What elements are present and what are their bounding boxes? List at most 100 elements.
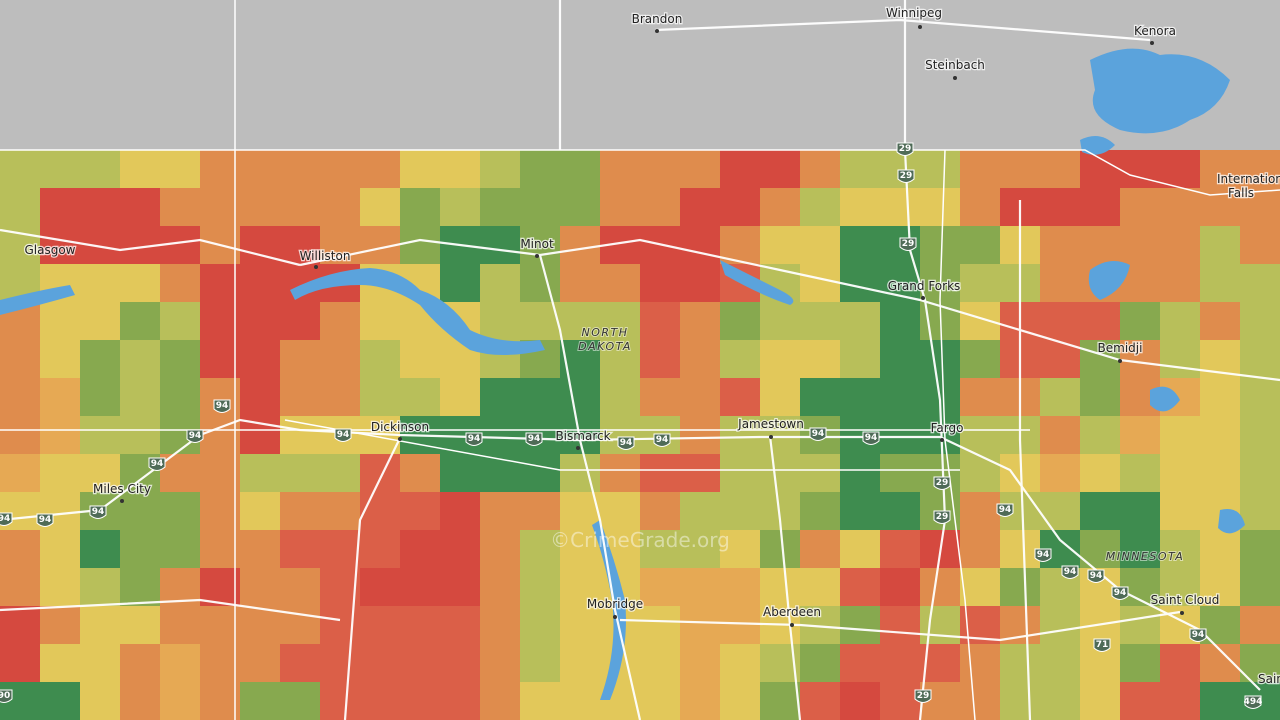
shield-shape <box>653 433 671 447</box>
county <box>640 682 681 720</box>
county <box>400 606 441 645</box>
county <box>680 226 721 265</box>
county <box>800 682 841 720</box>
county <box>200 188 241 227</box>
county <box>640 378 681 417</box>
county <box>800 568 841 607</box>
county <box>40 644 81 683</box>
county <box>800 530 841 569</box>
highway-shield: 94 <box>617 436 635 450</box>
county <box>1080 454 1121 493</box>
shield-shape <box>617 436 635 450</box>
shield-shape <box>996 503 1014 517</box>
highway-shield: 94 <box>809 427 827 441</box>
county <box>560 378 601 417</box>
county <box>320 150 361 189</box>
county <box>360 606 401 645</box>
city-dot <box>314 265 318 269</box>
highway-shield: 94 <box>996 503 1014 517</box>
highway-shield: 94 <box>36 513 54 527</box>
shield-shape <box>862 431 880 445</box>
county <box>640 454 681 493</box>
county <box>960 264 1001 303</box>
county <box>240 492 281 531</box>
county <box>520 606 561 645</box>
county <box>1000 644 1041 683</box>
county <box>240 188 281 227</box>
county <box>1000 568 1041 607</box>
county <box>880 492 921 531</box>
city-label: Minot <box>520 237 554 251</box>
county <box>440 454 481 493</box>
county <box>200 606 241 645</box>
county <box>400 340 441 379</box>
shield-shape <box>809 427 827 441</box>
county <box>200 492 241 531</box>
county <box>80 682 121 720</box>
county <box>360 378 401 417</box>
county <box>400 530 441 569</box>
shield-shape <box>1244 695 1262 709</box>
county <box>680 264 721 303</box>
highway-shield: 94 <box>1034 548 1052 562</box>
county <box>1080 302 1121 341</box>
county <box>760 416 801 455</box>
county <box>760 682 801 720</box>
shield-shape <box>1087 569 1105 583</box>
county <box>1080 682 1121 720</box>
county <box>320 340 361 379</box>
shield-number: 94 <box>92 507 105 517</box>
county <box>880 606 921 645</box>
county <box>640 302 681 341</box>
county <box>840 492 881 531</box>
shield-number: 94 <box>1090 571 1103 581</box>
counties <box>0 150 1280 720</box>
shield-number: 94 <box>1192 630 1205 640</box>
county <box>600 416 641 455</box>
city-label: Jamestown <box>737 417 804 431</box>
county <box>1120 454 1161 493</box>
county <box>440 568 481 607</box>
county <box>680 606 721 645</box>
highway-shield: 94 <box>89 505 107 519</box>
county <box>640 340 681 379</box>
county <box>720 150 761 189</box>
county <box>200 150 241 189</box>
county <box>600 454 641 493</box>
city-dot <box>918 25 922 29</box>
shield-number: 94 <box>1037 550 1050 560</box>
county <box>280 150 321 189</box>
county <box>120 416 161 455</box>
county <box>520 150 561 189</box>
county <box>280 454 321 493</box>
county <box>1160 226 1201 265</box>
region-label: DAKOTA <box>578 340 632 353</box>
county <box>720 568 761 607</box>
county <box>360 568 401 607</box>
county <box>920 568 961 607</box>
county <box>0 416 41 455</box>
county <box>280 530 321 569</box>
county <box>920 226 961 265</box>
county <box>960 188 1001 227</box>
county <box>760 302 801 341</box>
county <box>720 340 761 379</box>
county <box>120 188 161 227</box>
county <box>800 188 841 227</box>
shield-shape <box>897 169 915 183</box>
highway-shield: 94 <box>213 399 231 413</box>
city-dot <box>398 437 402 441</box>
highway-shield: 94 <box>1087 569 1105 583</box>
county <box>920 188 961 227</box>
county <box>720 416 761 455</box>
county <box>680 378 721 417</box>
county <box>600 264 641 303</box>
city-label: Bismarck <box>555 429 610 443</box>
county <box>880 416 921 455</box>
shield-number: 29 <box>936 512 949 522</box>
county <box>1240 416 1280 455</box>
county <box>480 150 521 189</box>
county <box>80 454 121 493</box>
county <box>0 150 41 189</box>
county <box>120 530 161 569</box>
